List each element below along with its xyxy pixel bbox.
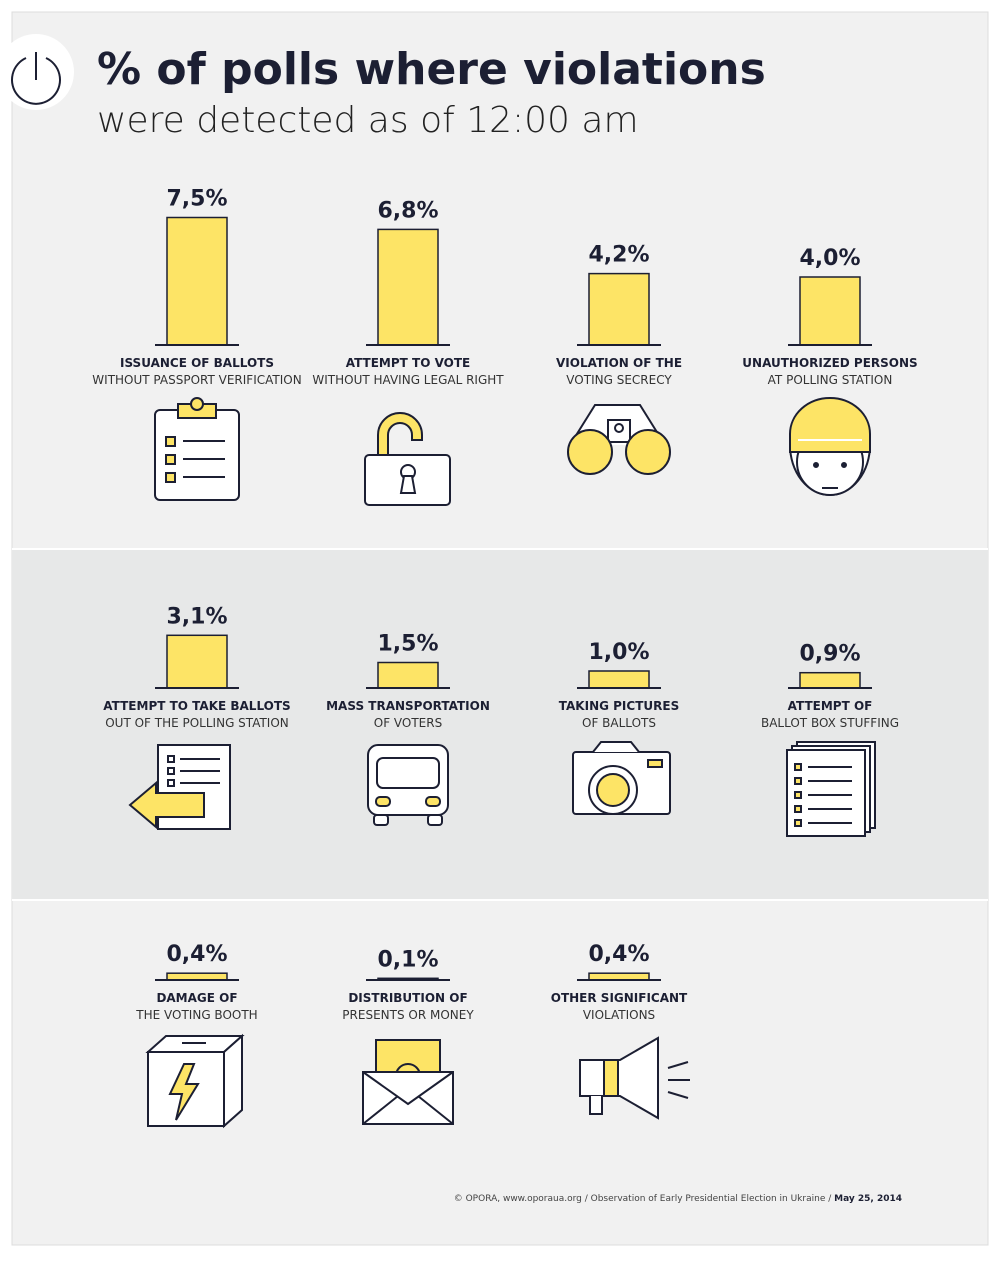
category-detail: WITHOUT HAVING LEGAL RIGHT: [312, 373, 504, 387]
bar: [377, 228, 439, 346]
value-label: 4,0%: [799, 246, 860, 271]
bar: [166, 634, 228, 689]
category-label: ISSUANCE OF BALLOTS: [120, 356, 274, 370]
bar: [377, 661, 439, 689]
bar: [588, 272, 650, 346]
category-detail: VOTING SECRECY: [566, 373, 672, 387]
icon-document-out: [128, 744, 231, 830]
icon-head: [788, 397, 872, 496]
icon-envelope: [362, 1039, 454, 1125]
icon-lock: [364, 412, 451, 506]
category-detail: OF BALLOTS: [582, 716, 656, 730]
bar: [166, 972, 228, 981]
title: % of polls where violations: [97, 44, 766, 95]
subtitle: were detected as of 12:00 am: [97, 100, 639, 141]
value-label: 0,1%: [377, 947, 438, 972]
category-label: VIOLATION OF THE: [556, 356, 682, 370]
icon-papers: [786, 741, 876, 837]
category-label: UNAUTHORIZED PERSONS: [742, 356, 917, 370]
band: [12, 549, 988, 900]
value-label: 6,8%: [377, 198, 438, 223]
value-label: 0,4%: [166, 942, 227, 967]
source-date: © OPORA, www.oporaua.org / Observation o…: [454, 1194, 902, 1204]
category-detail: AT POLLING STATION: [768, 373, 893, 387]
source: © OPORA, www.oporaua.org / Observation o…: [454, 1194, 834, 1204]
icon-clipboard: [154, 397, 240, 501]
category-label: OTHER SIGNIFICANT: [551, 991, 688, 1005]
category-detail: VIOLATIONS: [583, 1008, 655, 1022]
icon-binoculars: [567, 404, 671, 475]
value-label: 0,9%: [799, 642, 860, 667]
value-label: 3,1%: [166, 604, 227, 629]
icon-box: [145, 1033, 245, 1129]
value-label: 7,5%: [166, 187, 227, 212]
icon-megaphone: [579, 1036, 690, 1120]
category-detail: WITHOUT PASSPORT VERIFICATION: [92, 373, 301, 387]
bar: [799, 276, 861, 346]
bar: [588, 972, 650, 981]
icon-camera: [572, 741, 671, 815]
logo: [11, 52, 61, 105]
date: May 25, 2014: [834, 1194, 902, 1204]
value-label: 0,4%: [588, 942, 649, 967]
category-detail: THE VOTING BOOTH: [135, 1008, 257, 1022]
bar: [588, 670, 650, 689]
category-label: TAKING PICTURES: [559, 699, 679, 713]
value-label: 1,0%: [588, 640, 649, 665]
value-label: 1,5%: [377, 632, 438, 657]
category-detail: OF VOTERS: [374, 716, 442, 730]
category-label: DISTRIBUTION OF: [348, 991, 467, 1005]
category-label: ATTEMPT TO VOTE: [346, 356, 471, 370]
bar: [799, 671, 861, 689]
category-detail: PRESENTS OR MONEY: [342, 1008, 474, 1022]
category-detail: OUT OF THE POLLING STATION: [105, 716, 289, 730]
category-detail: BALLOT BOX STUFFING: [761, 716, 899, 730]
value-label: 4,2%: [588, 243, 649, 268]
bar: [166, 216, 228, 346]
category-label: DAMAGE OF: [156, 991, 237, 1005]
category-label: MASS TRANSPORTATION: [326, 699, 490, 713]
category-label: ATTEMPT OF: [788, 699, 873, 713]
category-label: ATTEMPT TO TAKE BALLOTS: [103, 699, 290, 713]
icon-bus: [367, 744, 449, 826]
